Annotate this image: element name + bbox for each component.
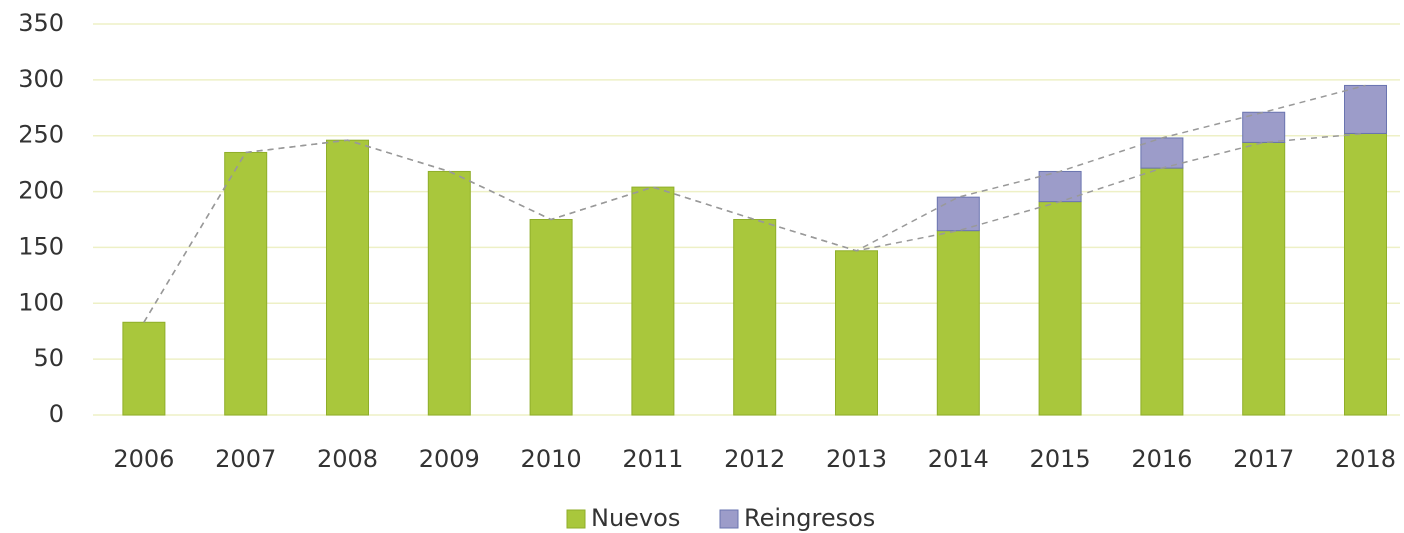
- bar-segment: [1242, 111, 1286, 143]
- y-tick-label: 200: [18, 177, 64, 205]
- x-tick-label: 2017: [1233, 445, 1294, 473]
- y-tick-label: 100: [18, 288, 64, 316]
- bar-segment: [1140, 137, 1184, 169]
- x-tick-label: 2015: [1030, 445, 1091, 473]
- bar-segment: [936, 196, 980, 232]
- x-tick-label: 2008: [317, 445, 378, 473]
- x-tick-label: 2013: [826, 445, 887, 473]
- legend-swatch: [566, 509, 586, 529]
- x-tick-label: 2009: [419, 445, 480, 473]
- y-tick-label: 0: [49, 400, 64, 428]
- legend-swatch: [719, 509, 739, 529]
- bar-segment: [529, 219, 573, 416]
- bar-segment: [1140, 167, 1184, 416]
- bar-segment: [1344, 132, 1387, 416]
- bar-segment: [733, 219, 777, 416]
- x-tick-label: 2007: [215, 445, 276, 473]
- bar-segment: [835, 250, 878, 416]
- x-tick-label: 2018: [1335, 445, 1396, 473]
- bar-segment: [427, 170, 471, 416]
- bar-segment: [224, 151, 268, 416]
- bar-segment: [631, 186, 675, 416]
- x-tick-label: 2006: [113, 445, 174, 473]
- x-tick-label: 2014: [928, 445, 989, 473]
- x-tick-label: 2016: [1131, 445, 1192, 473]
- trend-line: [143, 84, 1366, 323]
- bar-segment: [1344, 84, 1387, 134]
- y-tick-label: 350: [18, 9, 64, 37]
- y-tick-label: 150: [18, 232, 64, 260]
- x-tick-label: 2011: [622, 445, 683, 473]
- x-tick-label: 2012: [724, 445, 785, 473]
- y-tick-label: 50: [33, 344, 64, 372]
- legend-label: Nuevos: [591, 504, 680, 532]
- legend-label: Reingresos: [744, 504, 875, 532]
- bar-segment: [122, 321, 166, 416]
- bar-segment: [326, 139, 369, 416]
- x-tick-label: 2010: [521, 445, 582, 473]
- bar-segment: [936, 230, 980, 416]
- bar-segment: [1038, 170, 1082, 203]
- bar-segment: [1242, 141, 1286, 416]
- bar-segment: [1038, 201, 1082, 416]
- y-tick-label: 250: [18, 121, 64, 149]
- y-tick-label: 300: [18, 65, 64, 93]
